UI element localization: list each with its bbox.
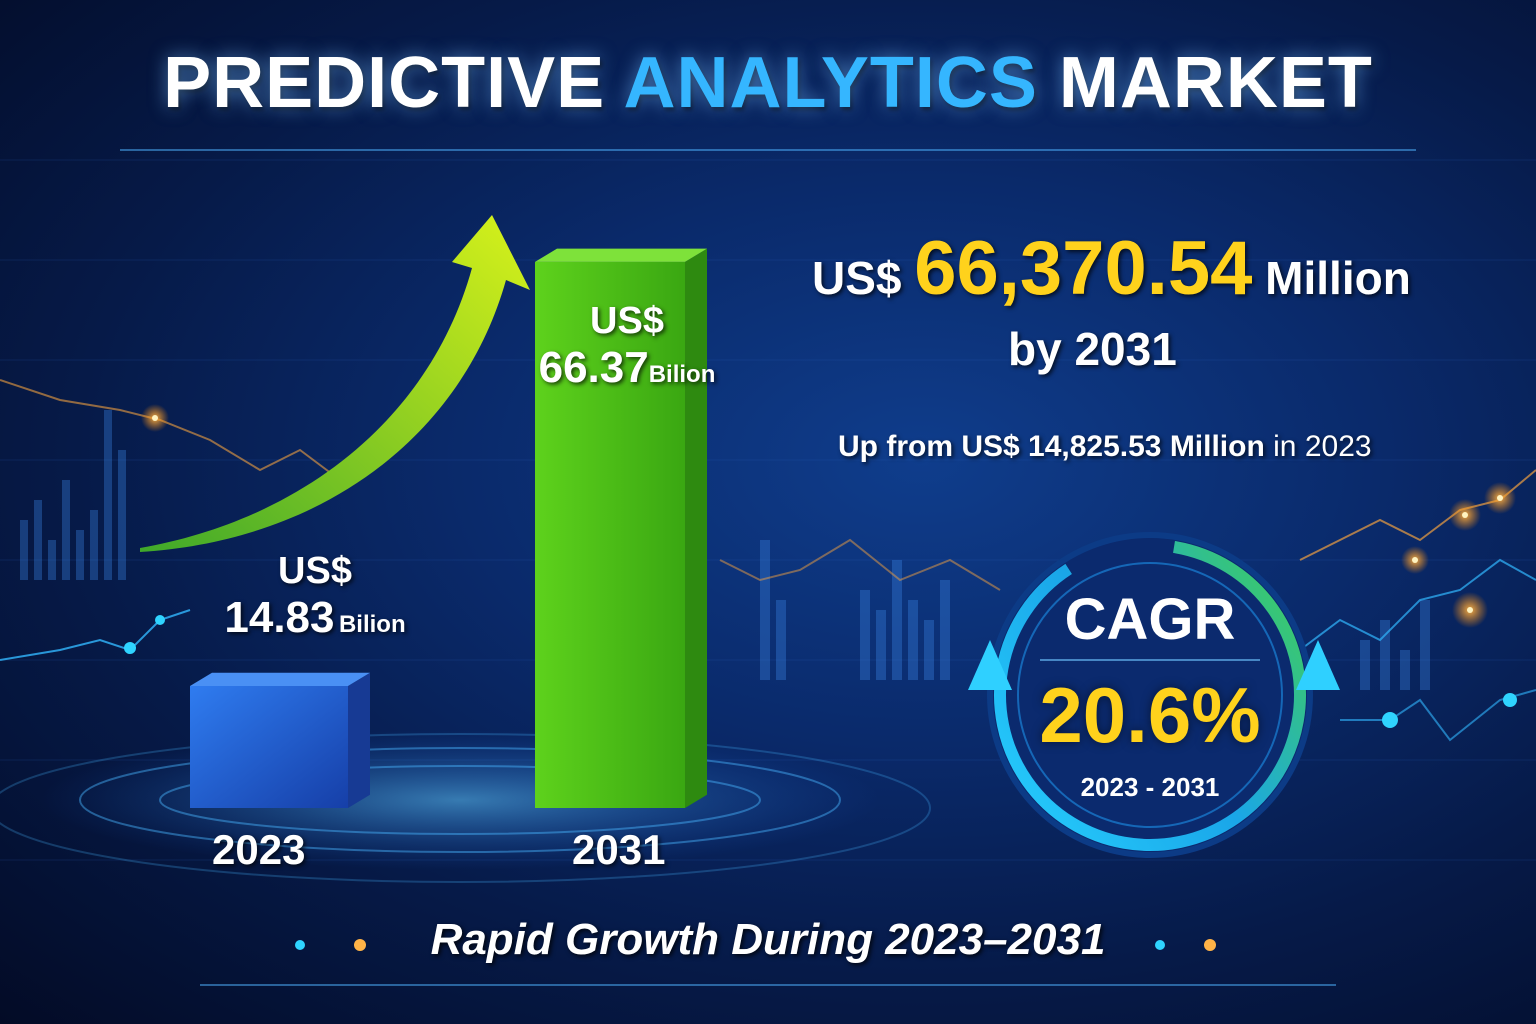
cagr-value: 20.6%: [1039, 671, 1261, 759]
subline-year: in 2023: [1273, 430, 1372, 463]
footer-tagline: Rapid Growth During 2023–2031: [430, 915, 1106, 964]
glow-nodes: [124, 404, 1517, 951]
title-part-1: PREDICTIVE: [163, 43, 606, 123]
bar-value-label-2023: US$ 14.83 Bilion: [205, 550, 425, 643]
growth-arrow: [140, 215, 530, 552]
bar-top-face: [190, 672, 370, 686]
headline-currency: US$: [812, 252, 902, 304]
subline: Up from US$ 14,825.53 Million in 2023: [838, 430, 1372, 464]
page-title: PREDICTIVE ANALYTICS MARKET: [0, 42, 1536, 124]
subline-text: Up from US$ 14,825.53 Million: [838, 430, 1265, 463]
bar-label-number: 66.37: [538, 343, 649, 392]
cagr-label: CAGR: [1064, 587, 1236, 652]
bar-label-unit: Bilion: [338, 611, 406, 638]
headline-number: 66,370.54: [914, 226, 1253, 311]
bar-front-face: [535, 261, 685, 808]
bar-label-unit: Bilion: [648, 361, 716, 388]
bar-side-face: [685, 248, 707, 809]
bar-front-face: [190, 685, 348, 808]
bar-2031: [535, 248, 707, 809]
bar-2023: [190, 672, 370, 808]
cagr-period: 2023 - 2031: [1080, 772, 1220, 802]
x-tick-label-2023: 2023: [212, 826, 306, 873]
bar-value-label-2031: US$ 66.37Bilion: [522, 300, 732, 393]
bar-label-number: 14.83: [224, 593, 335, 642]
bar-side-face: [348, 672, 370, 808]
background-bars: [20, 410, 1430, 690]
floor-rings: [0, 733, 931, 883]
bar-chart: [190, 248, 707, 809]
bar-top-face: [535, 248, 707, 262]
headline-value: US$ 66,370.54 Million: [812, 225, 1411, 312]
title-part-2: ANALYTICS: [623, 43, 1038, 123]
headline-year: by 2031: [1008, 323, 1177, 375]
cagr-right-arrow-icon: [1296, 640, 1340, 690]
bar-label-currency: US$: [590, 300, 664, 342]
cagr-left-arrow-icon: [968, 640, 1012, 690]
headline-unit: Million: [1265, 252, 1411, 304]
bar-label-currency: US$: [278, 550, 352, 592]
title-part-3: MARKET: [1058, 43, 1373, 123]
x-tick-label-2031: 2031: [572, 826, 666, 873]
cagr-badge: [968, 532, 1340, 858]
